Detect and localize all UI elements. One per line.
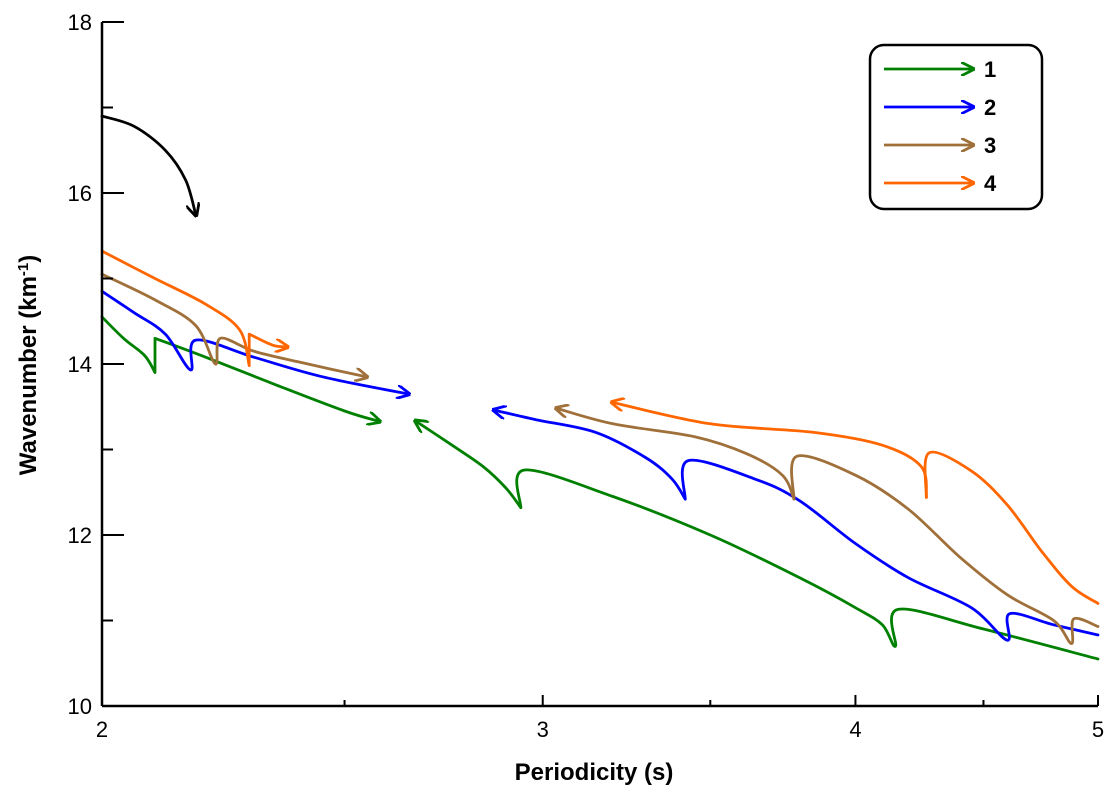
series-line [100, 272, 366, 377]
y-tick-label: 18 [68, 10, 92, 35]
series-line [100, 114, 196, 214]
series-annotation [100, 114, 196, 214]
legend-label: 1 [984, 57, 996, 82]
legend-item: 4 [884, 171, 997, 196]
legend: 1 2 3 4 [868, 43, 1044, 211]
series-line [100, 315, 379, 421]
series-line [680, 458, 1100, 642]
legend-box [868, 43, 1044, 211]
series-line [416, 421, 523, 509]
series-line [515, 468, 1100, 661]
series-line [613, 403, 928, 499]
y-axis-title-superscript: -1 [15, 263, 32, 276]
series-layer [100, 114, 1100, 661]
y-tick-label: 10 [68, 694, 92, 719]
x-tick-label: 3 [537, 717, 549, 742]
y-axis-title-close: ) [15, 255, 42, 263]
legend-item: 2 [884, 95, 996, 120]
y-axis-title-main: Wavenumber (km [15, 276, 42, 475]
series-4 [100, 249, 1100, 605]
x-axis-title: Periodicity (s) [515, 759, 674, 786]
x-tick-label: 4 [849, 717, 861, 742]
legend-label: 2 [984, 95, 996, 120]
legend-item: 3 [884, 133, 996, 158]
legend-label: 3 [984, 133, 996, 158]
series-line [100, 289, 408, 394]
y-tick-label: 12 [68, 523, 92, 548]
series-line [100, 249, 287, 368]
legend-item: 1 [884, 57, 996, 82]
x-tick-label: 5 [1092, 717, 1104, 742]
y-tick-label: 16 [68, 181, 92, 206]
y-axis-title: Wavenumber (km-1) [15, 255, 43, 476]
x-ticks: 2 3 4 5 [96, 695, 1104, 742]
legend-label: 4 [984, 171, 997, 196]
series-3 [100, 272, 1100, 645]
series-line [790, 454, 1100, 645]
series-line [923, 450, 1100, 605]
y-tick-label: 14 [68, 352, 92, 377]
series-2 [100, 289, 1100, 642]
y-ticks: 10 12 14 16 18 [68, 10, 124, 719]
x-tick-label: 2 [96, 717, 108, 742]
series-line [495, 410, 687, 501]
series-1 [100, 315, 1100, 661]
series-line [557, 409, 796, 501]
